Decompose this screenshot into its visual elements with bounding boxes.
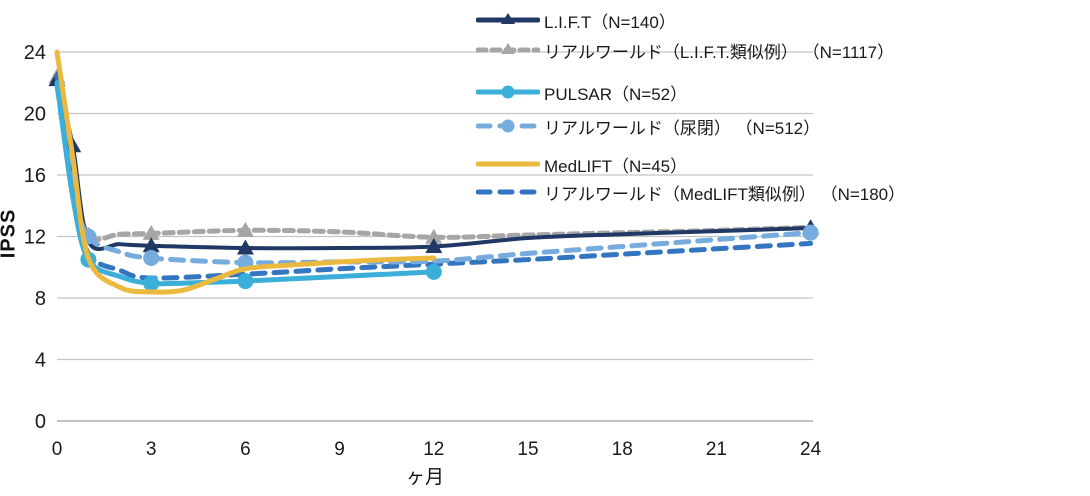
y-tick-label: 20 <box>24 104 46 126</box>
legend-label: リアルワールド（MedLIFT類似例） （N=180） <box>544 184 906 204</box>
legend-item-medlift: MedLIFT（N=45） <box>475 152 1084 176</box>
swatch-triangle <box>501 43 515 54</box>
swatch-circle <box>501 85 515 99</box>
legend-swatch-line <box>475 43 541 54</box>
legend-label: MedLIFT（N=45） <box>544 156 688 176</box>
y-tick-label: 12 <box>24 227 46 249</box>
legend-item-lift: L.I.F.T（N=140） <box>475 8 1084 32</box>
swatch-triangle <box>501 13 515 24</box>
pulsar-line-swatch-icon <box>475 83 541 101</box>
y-tick-label: 16 <box>24 165 46 187</box>
lift-line-swatch-icon <box>475 11 541 29</box>
legend-label: L.I.F.T（N=140） <box>544 12 676 32</box>
realworld-lift-line-swatch-icon <box>475 41 541 59</box>
x-axis-title: ヶ月 <box>405 467 444 488</box>
legend-swatch-line <box>475 85 541 99</box>
series-marker-triangle <box>236 221 254 237</box>
legend-label: リアルワールド（尿閉） （N=512） <box>544 118 821 138</box>
x-tick-label: 21 <box>706 439 727 460</box>
y-axis-title: IPSS <box>0 208 20 259</box>
realworld-medlift-line-swatch-icon <box>475 183 541 201</box>
legend-label: リアルワールド（L.I.F.T.類似例） （N=1117） <box>544 42 895 62</box>
swatch-circle <box>501 119 515 133</box>
y-tick-label: 24 <box>24 42 46 64</box>
legend-swatch-line <box>475 161 541 167</box>
series-marker-circle <box>802 224 819 241</box>
series-line-5 <box>54 72 814 281</box>
legend-item-realworld-lift: リアルワールド（L.I.F.T.類似例） （N=1117） <box>475 38 1084 62</box>
legend-swatch-line <box>475 119 541 133</box>
legend-item-realworld-medlift: リアルワールド（MedLIFT類似例） （N=180） <box>475 180 1084 204</box>
series-marker-triangle <box>425 228 443 244</box>
x-tick-label: 15 <box>517 439 538 460</box>
series-marker-triangle <box>142 224 160 240</box>
series-marker-circle <box>237 273 254 290</box>
x-tick-label: 0 <box>52 439 63 460</box>
legend-swatch-line <box>475 189 541 195</box>
series-marker-circle <box>425 263 442 280</box>
series-line-4 <box>54 49 437 295</box>
legend-swatch-line <box>475 13 541 24</box>
x-tick-label: 3 <box>146 439 157 460</box>
y-tick-label: 8 <box>35 288 46 310</box>
medlift-line-swatch-icon <box>475 155 541 173</box>
series-marker-triangle <box>142 237 160 253</box>
realworld-retention-line-swatch-icon <box>475 117 541 135</box>
series-marker-triangle <box>425 237 443 253</box>
x-tick-label: 6 <box>240 439 251 460</box>
x-tick-label: 12 <box>423 439 444 460</box>
x-tick-label: 9 <box>334 439 345 460</box>
legend: L.I.F.T（N=140） リアルワールド（L.I.F.T.類似例） （N=1… <box>475 8 1084 204</box>
series-marker-triangle <box>236 239 254 255</box>
x-tick-label: 24 <box>800 439 822 460</box>
legend-item-realworld-retention: リアルワールド（尿閉） （N=512） <box>475 114 1084 138</box>
y-tick-label: 0 <box>35 411 46 433</box>
legend-item-pulsar: PULSAR（N=52） <box>475 80 1084 104</box>
legend-label: PULSAR（N=52） <box>544 84 688 104</box>
series-marker-circle <box>143 275 160 292</box>
x-tick-label: 18 <box>612 439 633 460</box>
series-marker-circle <box>143 250 160 267</box>
y-tick-label: 4 <box>35 350 46 372</box>
